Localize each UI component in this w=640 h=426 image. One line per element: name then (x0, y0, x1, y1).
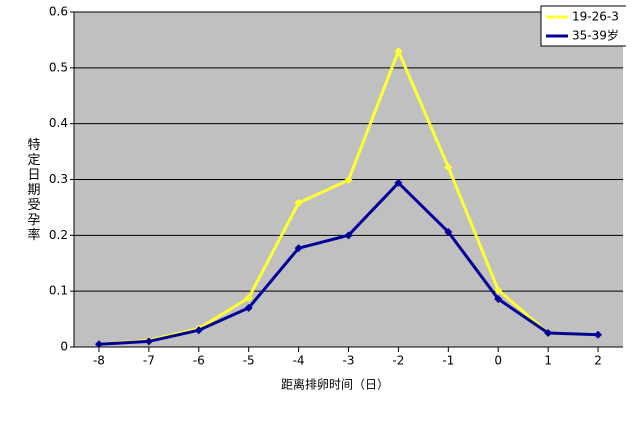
legend-label: 35-39岁 (572, 28, 619, 43)
legend-label: 19-26-3 (572, 10, 619, 24)
legend-box (540, 5, 626, 47)
marker (244, 303, 253, 312)
y-tick-label: 0.5 (49, 60, 68, 74)
y-tick-label: 0 (60, 340, 68, 354)
marker (294, 198, 303, 207)
x-tick-label: -1 (442, 354, 454, 368)
marker (394, 178, 403, 187)
marker (444, 163, 453, 172)
marker (94, 340, 103, 349)
y-tick-label: 0.3 (49, 172, 68, 186)
x-tick-label: -6 (193, 354, 205, 368)
y-tick-label: 0.6 (49, 5, 68, 19)
x-tick-label: 2 (594, 354, 602, 368)
marker (594, 330, 603, 339)
x-tick-label: 1 (544, 354, 552, 368)
y-axis-label: 特定日期受孕率 (25, 138, 41, 243)
x-tick-label: -3 (343, 354, 355, 368)
x-tick-label: -5 (243, 354, 255, 368)
marker (544, 329, 553, 338)
marker (444, 227, 453, 236)
x-tick-label: -7 (143, 354, 155, 368)
x-tick-label: 0 (494, 354, 502, 368)
y-tick-label: 0.4 (49, 116, 68, 130)
marker (194, 326, 203, 335)
x-tick-label: -4 (293, 354, 305, 368)
marker (244, 293, 253, 302)
marker (494, 286, 503, 295)
y-tick-label: 0.1 (49, 284, 68, 298)
x-tick-label: -8 (93, 354, 105, 368)
marker (294, 244, 303, 253)
x-tick-label: -2 (392, 354, 404, 368)
marker (394, 47, 403, 56)
x-axis-label: 距离排卵时间（日） (281, 377, 389, 392)
marker (494, 294, 503, 303)
y-tick-label: 0.2 (49, 228, 68, 242)
marker (144, 337, 153, 346)
marker (344, 176, 353, 185)
marker (344, 231, 353, 240)
legend: 19-26-3 35-39岁 (540, 5, 626, 47)
